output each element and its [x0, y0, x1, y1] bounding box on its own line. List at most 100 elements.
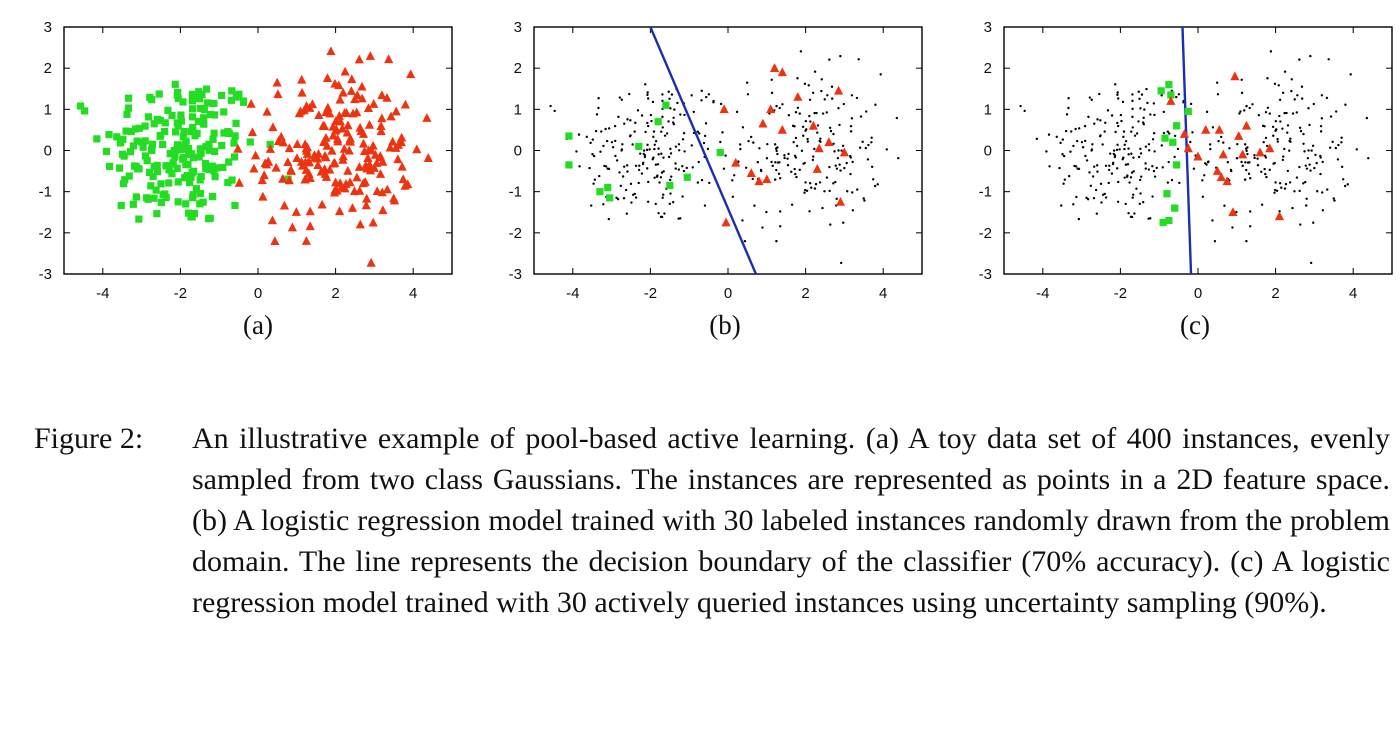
unlabeled-point: [1098, 135, 1102, 138]
unlabeled-point: [1140, 175, 1143, 178]
class-red-point: [355, 219, 365, 229]
class-green-point: [184, 160, 192, 168]
unlabeled-point: [1299, 129, 1303, 133]
unlabeled-point: [1266, 106, 1270, 109]
labeled-red-point: [1222, 176, 1232, 186]
class-red-point: [378, 205, 388, 215]
unlabeled-point: [1061, 138, 1065, 141]
unlabeled-point: [622, 197, 626, 200]
unlabeled-point: [708, 181, 711, 185]
x-tick-label: -4: [96, 285, 109, 302]
unlabeled-point: [842, 221, 845, 224]
class-red-point: [345, 177, 355, 187]
class-green-point: [230, 139, 238, 147]
unlabeled-point: [1146, 101, 1149, 105]
unlabeled-point: [1147, 149, 1151, 152]
class-red-point: [384, 54, 394, 64]
unlabeled-point: [691, 166, 694, 169]
class-green-point: [148, 96, 156, 104]
class-green-point: [177, 117, 186, 125]
class-red-point: [321, 152, 331, 162]
unlabeled-point: [790, 170, 793, 174]
chart-c: -4 -2 0 2 4 -3 -2 -1 0 1 2 3: [979, 19, 1393, 302]
unlabeled-point: [643, 154, 647, 157]
unlabeled-point: [645, 148, 649, 152]
unlabeled-point: [1334, 110, 1338, 113]
unlabeled-point: [770, 160, 773, 164]
unlabeled-point: [652, 130, 656, 133]
unlabeled-point: [1321, 191, 1324, 194]
class-green-point: [228, 87, 236, 95]
unlabeled-point: [670, 175, 673, 178]
class-red-point: [283, 157, 293, 167]
unlabeled-point: [1142, 123, 1146, 126]
unlabeled-point: [828, 126, 832, 130]
unlabeled-point: [804, 119, 808, 123]
unlabeled-point: [663, 212, 666, 215]
class-green-point: [200, 114, 208, 122]
unlabeled-point: [669, 147, 672, 151]
unlabeled-point: [1264, 111, 1268, 114]
unlabeled-point: [598, 174, 601, 178]
unlabeled-point: [1320, 117, 1324, 120]
labeled-green-point: [604, 183, 612, 192]
unlabeled-point: [575, 150, 578, 153]
labeled-green-point: [666, 181, 674, 190]
unlabeled-point: [1325, 96, 1329, 100]
unlabeled-point: [1130, 152, 1133, 155]
unlabeled-point: [834, 180, 837, 184]
unlabeled-point: [663, 134, 667, 137]
class-green-point: [190, 167, 198, 175]
unlabeled-point: [739, 147, 742, 151]
class-red-point: [397, 161, 407, 171]
unlabeled-point: [1312, 221, 1315, 224]
unlabeled-point: [731, 179, 734, 182]
unlabeled-point: [765, 210, 768, 214]
class-green-point: [122, 127, 130, 135]
class-green-point: [194, 117, 203, 126]
unlabeled-point: [1299, 223, 1302, 226]
unlabeled-point: [667, 155, 671, 159]
unlabeled-point: [1175, 95, 1178, 99]
class-green-point: [105, 131, 113, 139]
class-green-point: [231, 132, 239, 140]
unlabeled-point: [1273, 191, 1276, 194]
unlabeled-point: [700, 89, 703, 93]
unlabeled-point: [1245, 239, 1248, 243]
class-red-point: [234, 177, 244, 187]
unlabeled-point: [792, 140, 795, 144]
labeled-red-point: [769, 63, 780, 72]
class-red-point: [307, 99, 318, 109]
unlabeled-point: [1092, 165, 1096, 168]
class-red-point: [382, 92, 392, 102]
unlabeled-point: [1248, 106, 1251, 110]
unlabeled-point: [1075, 139, 1079, 143]
unlabeled-point: [1098, 92, 1101, 96]
unlabeled-point: [1223, 204, 1226, 207]
unlabeled-point: [1308, 123, 1311, 127]
unlabeled-point: [1278, 210, 1281, 213]
class-red-point: [352, 172, 362, 182]
class-green-point: [179, 133, 187, 141]
class-green-point: [165, 162, 173, 170]
class-red-point: [295, 106, 306, 116]
unlabeled-point: [640, 114, 644, 117]
unlabeled-point: [647, 97, 650, 100]
unlabeled-point: [1321, 209, 1325, 212]
labeled-green-point: [1173, 161, 1181, 169]
class-red-point: [263, 156, 274, 166]
unlabeled-point: [747, 139, 750, 143]
unlabeled-point: [1309, 54, 1312, 58]
unlabeled-point: [1135, 187, 1138, 190]
unlabeled-point: [1115, 167, 1119, 170]
y-tick-label: 1: [514, 101, 522, 118]
labeled-red-point: [833, 85, 844, 95]
class-green-point: [153, 168, 162, 176]
unlabeled-point: [1276, 137, 1279, 141]
unlabeled-point: [591, 153, 594, 156]
class-red-point: [334, 206, 345, 216]
unlabeled-point: [1131, 107, 1134, 111]
labeled-green-point: [635, 142, 643, 150]
unlabeled-point: [665, 132, 669, 135]
unlabeled-point: [1278, 98, 1282, 101]
